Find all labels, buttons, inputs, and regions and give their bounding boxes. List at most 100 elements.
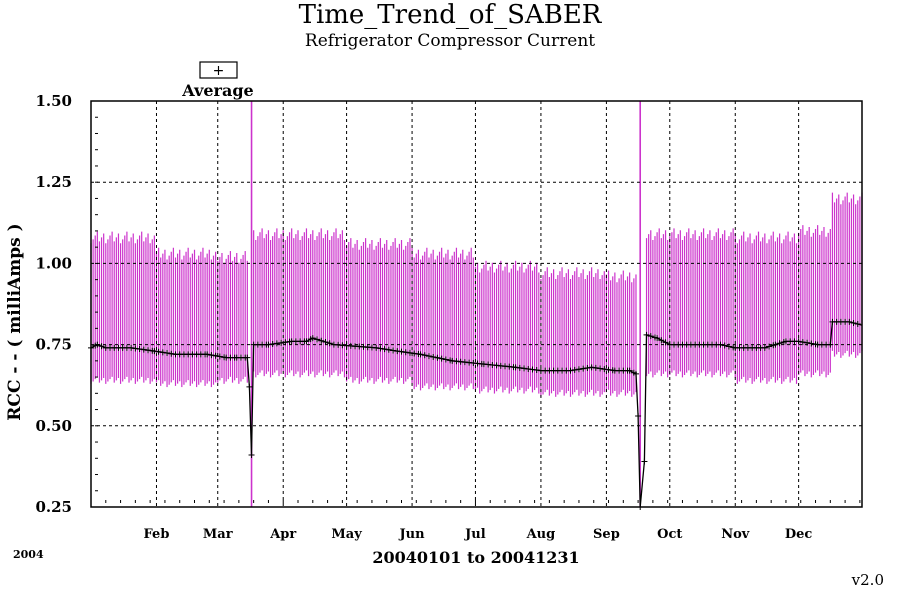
average-marker bbox=[318, 337, 325, 344]
average-marker bbox=[626, 367, 633, 374]
average-marker bbox=[601, 366, 608, 373]
average-marker bbox=[273, 340, 280, 347]
average-marker bbox=[808, 340, 815, 347]
average-marker bbox=[402, 349, 409, 356]
average-marker bbox=[592, 364, 599, 371]
legend-label: Average bbox=[181, 81, 253, 100]
average-marker bbox=[216, 353, 223, 360]
range-bars bbox=[90, 101, 863, 507]
average-marker bbox=[248, 452, 255, 459]
x-tick-label: Dec bbox=[785, 527, 813, 542]
average-marker bbox=[632, 370, 639, 377]
chart-subtitle: Refrigerator Compressor Current bbox=[305, 31, 595, 51]
year-label: 2004 bbox=[13, 548, 44, 561]
average-marker bbox=[314, 336, 321, 343]
average-marker bbox=[850, 319, 857, 326]
y-tick-label: 1.00 bbox=[35, 254, 72, 272]
x-tick-label: Mar bbox=[203, 527, 233, 542]
average-marker bbox=[151, 348, 158, 355]
average-marker bbox=[584, 364, 591, 371]
average-marker bbox=[654, 335, 661, 342]
x-tick-label: Apr bbox=[269, 527, 296, 542]
y-tick-label: 0.25 bbox=[35, 498, 72, 516]
average-marker bbox=[658, 337, 665, 344]
average-marker bbox=[567, 367, 574, 374]
average-marker bbox=[533, 367, 540, 374]
legend-symbol-box bbox=[199, 61, 238, 79]
average-marker bbox=[164, 350, 171, 357]
average-marker bbox=[721, 342, 728, 349]
average-marker bbox=[128, 344, 135, 351]
average-marker bbox=[394, 348, 401, 355]
average-marker bbox=[322, 339, 329, 346]
x-tick-label: Jun bbox=[399, 527, 426, 542]
x-axis-label: 20040101 to 20041231 bbox=[372, 548, 579, 567]
y-axis-label: RCC - - ( milliAmps ) bbox=[5, 223, 25, 420]
average-marker bbox=[168, 350, 175, 357]
average-marker bbox=[766, 343, 773, 350]
y-tick-label: 0.75 bbox=[35, 336, 72, 354]
average-marker bbox=[155, 348, 162, 355]
average-marker bbox=[136, 346, 143, 353]
average-marker bbox=[385, 346, 392, 353]
chart-title: Time_Trend_of_SABER bbox=[299, 0, 603, 30]
average-marker bbox=[795, 338, 802, 345]
average-marker bbox=[159, 349, 166, 356]
average-marker bbox=[588, 364, 595, 371]
average-marker bbox=[575, 366, 582, 373]
legend: + Average bbox=[181, 61, 254, 100]
x-tick-label: Jul bbox=[464, 527, 486, 542]
average-marker bbox=[377, 345, 384, 352]
y-tick-label: 1.50 bbox=[35, 92, 72, 110]
legend-symbol: + bbox=[213, 63, 225, 79]
average-marker bbox=[98, 343, 105, 350]
average-marker bbox=[571, 366, 578, 373]
average-marker bbox=[776, 340, 783, 347]
average-marker bbox=[417, 351, 424, 358]
average-marker bbox=[529, 366, 536, 373]
average-marker bbox=[605, 366, 612, 373]
average-marker bbox=[145, 347, 152, 354]
plot-frame bbox=[90, 100, 863, 508]
average-marker bbox=[438, 355, 445, 362]
x-tick-label: Oct bbox=[657, 527, 682, 542]
average-marker bbox=[204, 351, 211, 358]
average-marker bbox=[406, 349, 413, 356]
average-marker bbox=[309, 335, 316, 342]
average-marker bbox=[434, 354, 441, 361]
average-marker bbox=[516, 364, 523, 371]
average-marker bbox=[512, 364, 519, 371]
average-marker bbox=[597, 365, 604, 372]
average-marker bbox=[278, 339, 285, 346]
average-marker bbox=[442, 356, 449, 363]
average-marker bbox=[208, 352, 215, 359]
y-tick-label: 0.50 bbox=[35, 417, 72, 435]
axis-ticks: 0.25 0.50 0.75 1.00 1.25 1.50 Feb Mar Apr May Jun J… bbox=[35, 92, 861, 542]
average-marker bbox=[525, 365, 532, 372]
y-tick-label: 1.25 bbox=[35, 173, 72, 191]
average-marker bbox=[635, 413, 642, 420]
average-marker bbox=[398, 348, 405, 355]
average-marker bbox=[425, 353, 432, 360]
average-line bbox=[88, 318, 863, 510]
average-marker bbox=[265, 341, 272, 348]
average-marker bbox=[580, 365, 587, 372]
x-tick-label: Sep bbox=[593, 527, 620, 542]
average-marker bbox=[326, 340, 333, 347]
average-marker bbox=[282, 339, 289, 346]
average-marker bbox=[421, 352, 428, 359]
x-tick-label: Aug bbox=[526, 527, 556, 542]
average-marker bbox=[411, 350, 418, 357]
average-marker bbox=[804, 339, 811, 346]
average-marker bbox=[725, 343, 732, 350]
average-marker bbox=[381, 346, 388, 353]
average-marker bbox=[717, 341, 724, 348]
x-tick-label: Feb bbox=[144, 527, 170, 542]
average-marker bbox=[373, 344, 380, 351]
average-marker bbox=[647, 333, 654, 340]
average-marker bbox=[643, 331, 650, 338]
average-marker bbox=[846, 318, 853, 325]
average-marker bbox=[430, 353, 437, 360]
average-marker bbox=[132, 345, 139, 352]
